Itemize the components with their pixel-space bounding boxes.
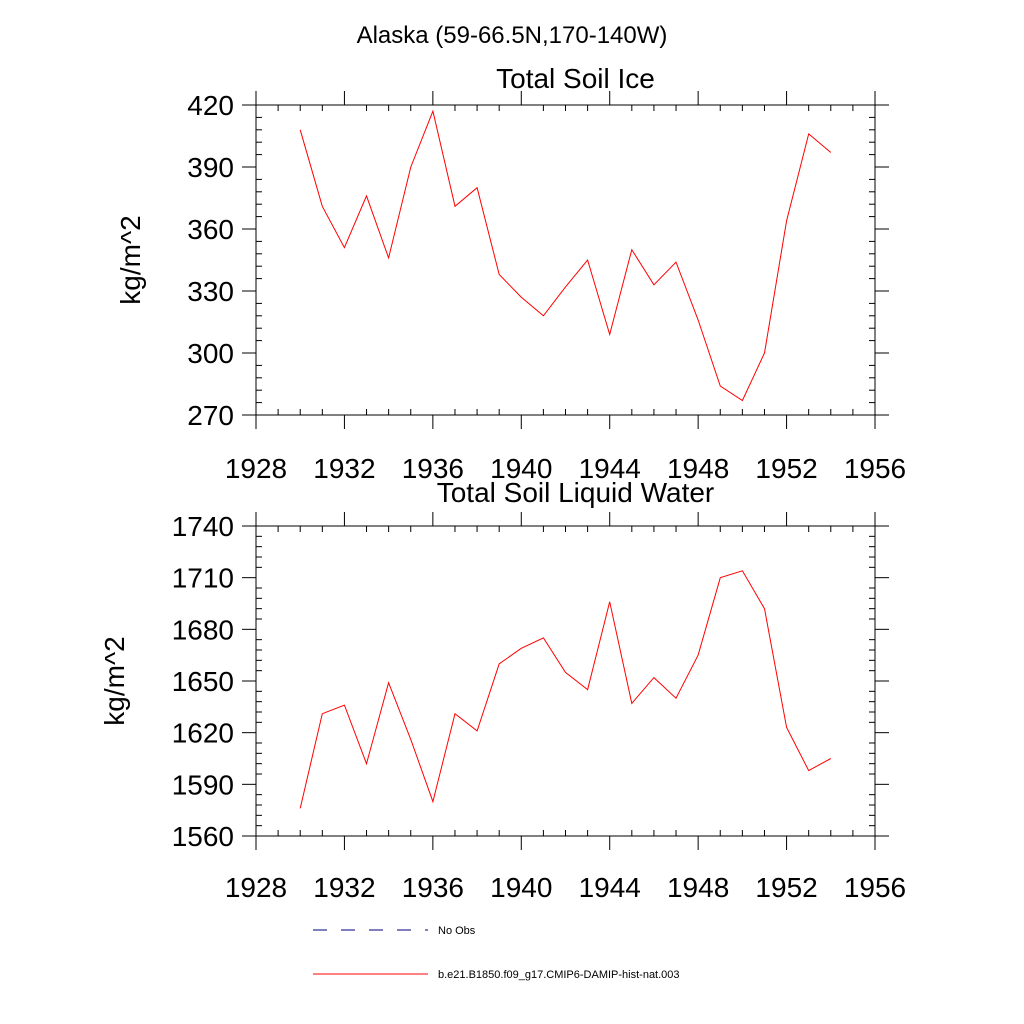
y-tick-label: 300 xyxy=(187,338,234,369)
y-tick-label: 420 xyxy=(187,90,234,121)
y-tick-label: 1650 xyxy=(172,666,234,697)
figure-title: Alaska (59-66.5N,170-140W) xyxy=(357,22,668,49)
y-tick-label: 330 xyxy=(187,276,234,307)
x-tick-label: 1936 xyxy=(402,453,464,484)
panel-title: Total Soil Liquid Water xyxy=(437,477,715,508)
series-line xyxy=(299,570,832,809)
panel-title: Total Soil Ice xyxy=(496,63,655,94)
x-tick-label: 1952 xyxy=(755,872,817,903)
x-tick-label: 1952 xyxy=(755,453,817,484)
x-tick-label: 1940 xyxy=(490,453,552,484)
x-tick-label: 1928 xyxy=(225,872,287,903)
y-tick-label: 1620 xyxy=(172,718,234,749)
legend: No Obs b.e21.B1850.f09_g17.CMIP6-DAMIP-h… xyxy=(313,925,680,981)
legend-label-no-obs: No Obs xyxy=(438,925,476,937)
x-tick-label: 1944 xyxy=(579,453,641,484)
x-tick-label: 1944 xyxy=(579,872,641,903)
y-tick-label: 1590 xyxy=(172,769,234,800)
x-tick-label: 1928 xyxy=(225,453,287,484)
x-tick-label: 1932 xyxy=(313,872,375,903)
x-tick-label: 1936 xyxy=(402,872,464,903)
x-tick-label: 1956 xyxy=(844,453,906,484)
x-tick-label: 1932 xyxy=(313,453,375,484)
x-tick-label: 1956 xyxy=(844,872,906,903)
y-axis-label: kg/m^2 xyxy=(99,636,130,725)
y-tick-label: 1710 xyxy=(172,563,234,594)
x-tick-label: 1948 xyxy=(667,872,729,903)
legend-label-model: b.e21.B1850.f09_g17.CMIP6-DAMIP-hist-nat… xyxy=(438,969,680,981)
x-tick-label: 1948 xyxy=(667,453,729,484)
chart-panel-soil-ice: 1928 1932 1936 1940 1944 1948 1952 1956 270 300 33… xyxy=(115,63,906,484)
plot-frame xyxy=(255,104,876,416)
y-tick-label: 270 xyxy=(187,400,234,431)
y-axis-label: kg/m^2 xyxy=(115,215,146,304)
x-tick-label: 1940 xyxy=(490,872,552,903)
chart-panel-soil-liquid-water: 1928 1932 1936 1940 1944 1948 1952 1956 1560 1590… xyxy=(99,477,906,903)
y-tick-label: 1740 xyxy=(172,511,234,542)
series-line xyxy=(299,109,832,402)
y-tick-label: 1560 xyxy=(172,821,234,852)
y-tick-label: 360 xyxy=(187,214,234,245)
y-tick-label: 390 xyxy=(187,152,234,183)
y-tick-label: 1680 xyxy=(172,614,234,645)
plot-frame xyxy=(255,525,876,837)
